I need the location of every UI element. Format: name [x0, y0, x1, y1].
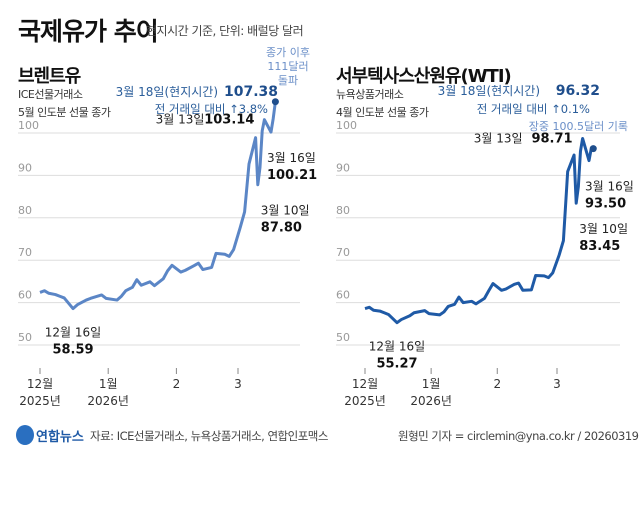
low-date: 12월 16일 — [45, 326, 101, 340]
mar18-change: 전 거래일 대비 ↑0.1% — [477, 102, 590, 116]
last-point-marker — [589, 145, 597, 153]
x-tick-label: 2 — [173, 377, 181, 391]
mar16-date: 3월 16일 — [267, 151, 316, 165]
x-tick-label: 3 — [553, 377, 561, 391]
last-point-marker — [271, 98, 279, 106]
x-tick-year: 2026년 — [410, 394, 452, 408]
y-tick-label: 70 — [18, 246, 32, 259]
mar18-date: 3월 18일(현지시간) — [438, 84, 540, 98]
mar18-value: 96.32 — [556, 83, 600, 99]
series-line — [364, 136, 594, 325]
after-close-note: 종가 이후 — [266, 46, 310, 59]
brent-desc: ICE선물거래소 5월 인도분 선물 종가 — [18, 86, 111, 122]
wti-title: 서부텍사스산원유(WTI) — [336, 66, 512, 87]
after-close-note: 돌파 — [278, 74, 298, 87]
x-tick-label: 2 — [493, 377, 501, 391]
credit: 원형민 기자 = circlemin@yna.co.kr / 20260319 — [398, 429, 639, 443]
low-value: 58.59 — [52, 343, 93, 358]
x-tick-year: 2025년 — [344, 394, 386, 408]
mar13-date: 3월 13일 — [474, 131, 523, 145]
mar13-value: 103.14 — [204, 113, 254, 128]
mar18-value: 107.38 — [224, 84, 278, 100]
y-tick-label: 80 — [336, 204, 350, 217]
mar18-change: 전 거래일 대비 ↑3.8% — [155, 102, 268, 116]
intraday-note: 장중 100.5달러 기록 — [529, 120, 628, 133]
x-tick-label: 12월 — [27, 377, 53, 391]
wti-desc: 뉴욕상품거래소 4월 인도분 선물 종가 — [336, 86, 429, 122]
x-tick-label: 1월 — [99, 377, 118, 391]
after-close-note: 111달러 — [267, 60, 308, 73]
series-line — [39, 101, 277, 311]
mar16-date: 3월 16일 — [585, 180, 634, 194]
mar10-value: 83.45 — [579, 239, 620, 254]
page-subtitle: 현지시간 기준, 단위: 배럴당 달러 — [146, 24, 304, 38]
y-tick-label: 90 — [18, 161, 32, 174]
page-title: 국제유가 추이 — [18, 17, 159, 46]
wti-contract: 4월 인도분 선물 종가 — [336, 106, 429, 119]
y-tick-label: 60 — [18, 289, 32, 302]
x-tick-year: 2025년 — [19, 394, 61, 408]
y-tick-label: 100 — [336, 119, 357, 132]
mar16-value: 100.21 — [267, 168, 317, 183]
y-tick-label: 70 — [336, 246, 350, 259]
brent-exchange: ICE선물거래소 — [18, 88, 83, 101]
low-date: 12월 16일 — [369, 340, 425, 354]
mar18-date: 3월 18일(현지시간) — [116, 85, 218, 99]
y-tick-label: 80 — [18, 204, 32, 217]
x-tick-year: 2026년 — [87, 394, 129, 408]
mar10-value: 87.80 — [261, 221, 302, 236]
y-tick-label: 90 — [336, 161, 350, 174]
source: 자료: ICE선물거래소, 뉴욕상품거래소, 연합인포맥스 — [90, 429, 328, 443]
x-tick-label: 1월 — [422, 377, 441, 391]
y-tick-label: 100 — [18, 119, 39, 132]
yonhap-logo-icon — [16, 425, 34, 445]
yonhap-logo: 연합뉴스 — [36, 430, 84, 445]
y-tick-label: 50 — [336, 331, 350, 344]
x-tick-label: 12월 — [352, 377, 378, 391]
mar10-date: 3월 10일 — [261, 204, 310, 218]
mar13-date: 3월 13일 — [156, 113, 205, 127]
y-tick-label: 50 — [18, 331, 32, 344]
brent-title: 브렌트유 — [18, 66, 81, 87]
mar16-value: 93.50 — [585, 197, 626, 212]
wti-exchange: 뉴욕상품거래소 — [336, 88, 404, 101]
brent-contract: 5월 인도분 선물 종가 — [18, 106, 111, 119]
low-value: 55.27 — [376, 357, 417, 372]
mar10-date: 3월 10일 — [579, 222, 628, 236]
mar13-value: 98.71 — [531, 131, 572, 146]
x-tick-label: 3 — [234, 377, 242, 391]
y-tick-label: 60 — [336, 289, 350, 302]
